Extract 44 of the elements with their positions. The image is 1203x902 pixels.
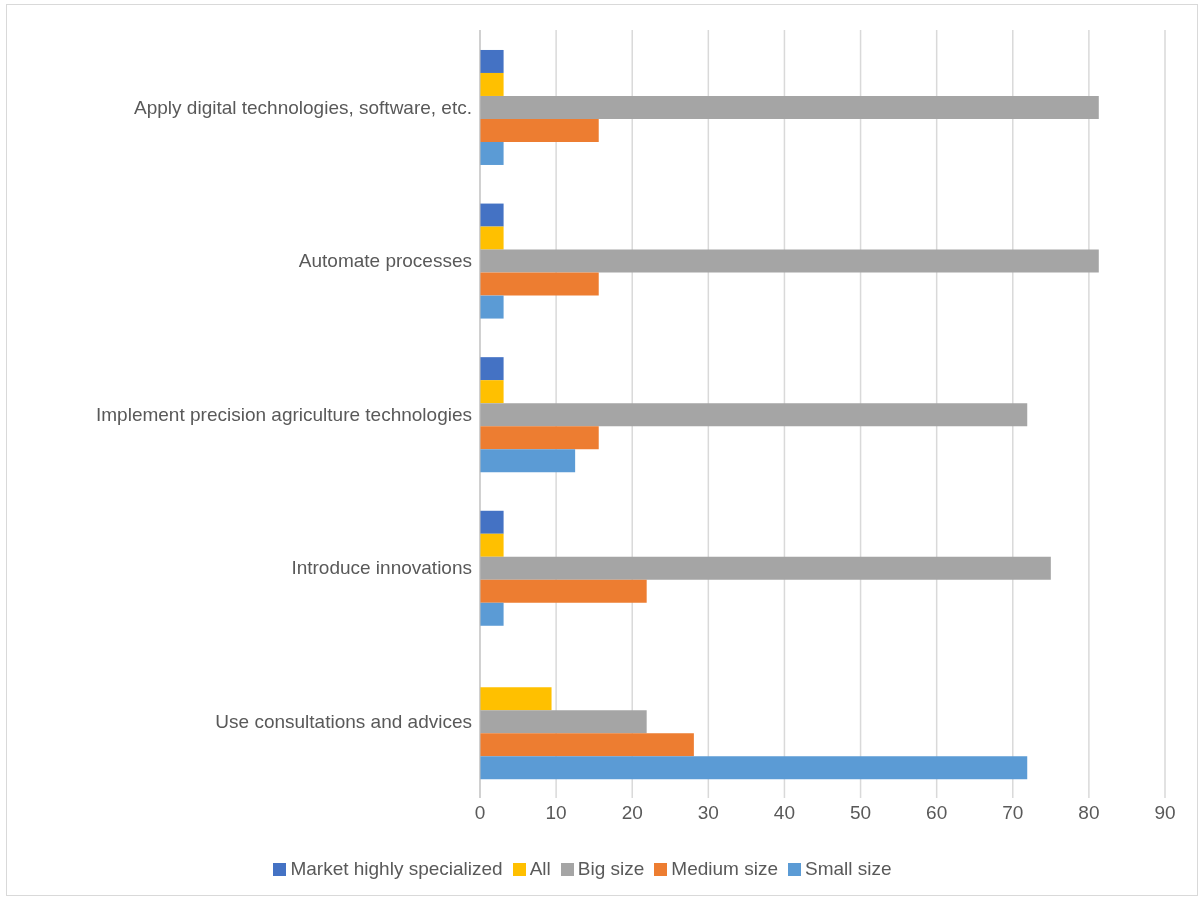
bar xyxy=(480,141,504,165)
x-tick-label: 90 xyxy=(1154,802,1176,824)
bar xyxy=(480,710,647,734)
bar xyxy=(480,72,504,96)
legend-label: Small size xyxy=(805,858,892,879)
bar xyxy=(480,556,1051,580)
x-tick-label: 50 xyxy=(849,802,872,824)
x-tick-label: 60 xyxy=(926,802,948,824)
legend-label: All xyxy=(529,858,551,879)
y-tick-label: Implement precision agriculture technologies xyxy=(96,403,472,425)
bar xyxy=(480,533,504,557)
legend-label: Big size xyxy=(577,858,645,879)
bar xyxy=(480,449,576,473)
x-tick-label: 20 xyxy=(621,802,643,824)
y-tick-label: Introduce innovations xyxy=(291,557,472,579)
bar xyxy=(480,95,1099,119)
bar xyxy=(480,226,504,250)
y-tick-label: Apply digital technologies, software, etc. xyxy=(134,96,472,118)
bar xyxy=(480,49,504,73)
bar xyxy=(480,295,504,319)
y-tick-label: Automate processes xyxy=(298,250,472,272)
x-tick-label: 0 xyxy=(474,802,486,824)
bar xyxy=(480,203,504,227)
bar xyxy=(480,357,504,381)
legend-label: Medium size xyxy=(671,858,778,879)
bar xyxy=(480,249,1099,273)
bar xyxy=(480,733,694,757)
bar xyxy=(480,602,504,626)
x-tick-label: 70 xyxy=(1002,802,1024,824)
bar xyxy=(480,687,552,711)
bar xyxy=(480,426,599,450)
bar xyxy=(480,756,1028,780)
bar xyxy=(480,118,599,142)
bar xyxy=(480,272,599,296)
x-tick-label: 10 xyxy=(545,802,567,824)
y-tick-label: Use consultations and advices xyxy=(215,710,472,732)
x-tick-label: 30 xyxy=(697,802,719,824)
bar xyxy=(480,579,647,603)
x-tick-label: 40 xyxy=(773,802,796,824)
bar xyxy=(480,380,504,404)
bar xyxy=(480,510,504,534)
x-tick-label: 80 xyxy=(1078,802,1100,824)
legend-label: Market highly specialized xyxy=(290,858,503,879)
bar xyxy=(480,403,1028,427)
